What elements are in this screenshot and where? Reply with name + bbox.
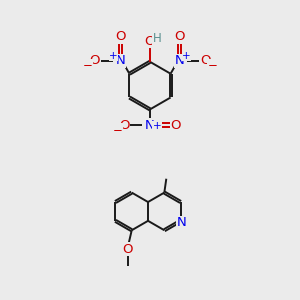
Text: O: O [119,119,130,132]
Text: O: O [145,34,155,47]
Text: +: + [153,121,161,131]
Text: N: N [177,216,187,229]
Text: +: + [109,51,118,61]
Text: N: N [175,54,184,67]
Text: N: N [116,54,125,67]
Text: O: O [122,243,133,256]
Text: O: O [89,54,100,67]
Text: −: − [83,59,93,72]
Text: H: H [153,32,161,44]
Text: +: + [182,51,191,61]
Text: O: O [174,30,185,44]
Text: N: N [145,119,155,132]
Text: −: − [207,59,217,72]
Text: −: − [112,124,122,137]
Text: O: O [115,30,126,44]
Text: O: O [170,119,181,132]
Text: O: O [200,54,211,67]
